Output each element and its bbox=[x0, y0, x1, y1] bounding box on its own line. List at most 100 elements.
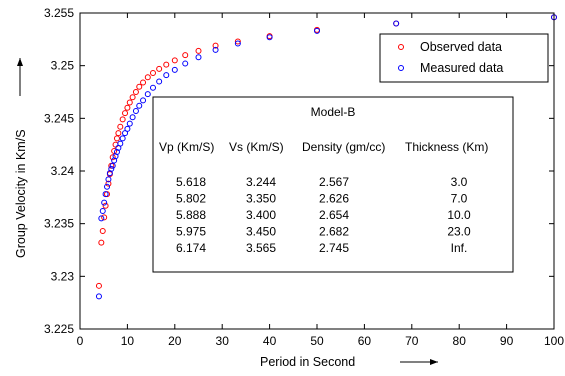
measured-data-point bbox=[149, 84, 156, 91]
observed-data-point bbox=[156, 65, 163, 72]
measured-data-point bbox=[95, 293, 102, 300]
legend-marker-observed bbox=[398, 44, 404, 50]
measured-data-point bbox=[195, 54, 202, 61]
legend-label-measured: Measured data bbox=[420, 61, 503, 75]
y-tick-label: 3.225 bbox=[44, 322, 74, 336]
measured-data-point bbox=[182, 60, 189, 67]
table-cell: 3.565 bbox=[246, 241, 276, 255]
measured-data-point bbox=[136, 102, 143, 109]
observed-data-point bbox=[115, 130, 122, 137]
observed-data-point bbox=[109, 154, 116, 161]
model-table-title: Model-B bbox=[311, 105, 356, 119]
observed-data-point bbox=[117, 123, 124, 130]
legend-label-observed: Observed data bbox=[420, 40, 502, 54]
model-table: Model-B Vp (Km/S) Vs (Km/S) Density (gm/… bbox=[152, 96, 514, 273]
x-axis-arrowhead bbox=[430, 359, 438, 365]
table-header-thickness: Thickness (Km) bbox=[405, 140, 488, 154]
x-tick-label: 30 bbox=[216, 334, 230, 348]
measured-data-point bbox=[117, 140, 124, 147]
table-header-density: Density (gm/cc) bbox=[302, 140, 385, 154]
observed-data-point bbox=[95, 282, 102, 289]
observed-data-point bbox=[102, 202, 109, 209]
measured-data-point bbox=[266, 34, 273, 41]
table-cell: Inf. bbox=[451, 241, 468, 255]
x-axis-label: Period in Second bbox=[260, 355, 355, 369]
table-cell: 3.244 bbox=[246, 175, 276, 189]
measured-data-point bbox=[212, 46, 219, 53]
y-tick-label: 3.25 bbox=[51, 59, 75, 73]
measured-data-point bbox=[99, 208, 106, 215]
x-tick-label: 100 bbox=[544, 334, 564, 348]
measured-data-point bbox=[98, 215, 105, 222]
y-tick-label: 3.245 bbox=[44, 111, 74, 125]
measured-data-point bbox=[140, 97, 147, 104]
table-cell: 3.350 bbox=[246, 192, 276, 206]
model-table-rows: 5.618 3.244 2.567 3.0 5.802 3.350 2.626 7.0 5.88… bbox=[176, 175, 471, 255]
observed-data-point bbox=[105, 180, 112, 187]
observed-data-point bbox=[111, 147, 118, 154]
table-cell: 6.174 bbox=[176, 241, 206, 255]
observed-data-point bbox=[129, 94, 136, 101]
observed-data-point bbox=[212, 42, 219, 49]
table-header-vs: Vs (Km/S) bbox=[229, 140, 284, 154]
observed-data-point bbox=[136, 83, 143, 90]
measured-data-point bbox=[119, 135, 126, 142]
measured-data-point bbox=[105, 176, 112, 183]
table-cell: 2.626 bbox=[319, 192, 349, 206]
table-cell: 5.618 bbox=[176, 175, 206, 189]
observed-data-point bbox=[99, 228, 106, 235]
x-tick-label: 90 bbox=[500, 334, 514, 348]
table-cell: 10.0 bbox=[447, 208, 471, 222]
observed-data-point bbox=[195, 47, 202, 54]
observed-data-point bbox=[113, 135, 120, 142]
table-cell: 5.802 bbox=[176, 192, 206, 206]
table-cell: 7.0 bbox=[451, 192, 468, 206]
observed-data-point bbox=[140, 79, 147, 86]
observed-data-point bbox=[101, 214, 108, 221]
measured-data-point bbox=[108, 165, 115, 172]
measured-data-point bbox=[132, 107, 139, 114]
table-cell: 3.450 bbox=[246, 225, 276, 239]
y-tick-label: 3.255 bbox=[44, 6, 74, 20]
y-tick-label: 3.24 bbox=[51, 164, 75, 178]
x-tick-label: 20 bbox=[168, 334, 182, 348]
measured-data-point bbox=[129, 114, 136, 121]
x-tick-label: 0 bbox=[77, 334, 84, 348]
table-cell: 2.682 bbox=[319, 225, 349, 239]
table-cell: 2.567 bbox=[319, 175, 349, 189]
observed-data-point bbox=[144, 74, 151, 81]
measured-data-point bbox=[104, 183, 111, 190]
x-tick-label: 80 bbox=[453, 334, 467, 348]
measured-data-point bbox=[156, 78, 163, 85]
legend-marker-measured bbox=[398, 65, 404, 71]
observed-data-point bbox=[149, 70, 156, 77]
measured-data-point bbox=[124, 125, 131, 132]
model-table-box bbox=[152, 96, 514, 273]
observed-data-point bbox=[124, 104, 131, 111]
y-axis-arrowhead bbox=[17, 58, 23, 66]
measured-data-point bbox=[234, 40, 241, 47]
table-cell: 3.0 bbox=[451, 175, 468, 189]
table-cell: 2.745 bbox=[319, 241, 349, 255]
table-cell: 5.888 bbox=[176, 208, 206, 222]
y-axis-label: Group Velocity in Km/S bbox=[14, 129, 28, 258]
x-tick-label: 50 bbox=[310, 334, 324, 348]
measured-data-point bbox=[314, 27, 320, 34]
legend: Observed data Measured data bbox=[379, 33, 549, 83]
observed-data-point bbox=[163, 61, 170, 68]
table-cell: 23.0 bbox=[447, 225, 471, 239]
y-tick-label: 3.235 bbox=[44, 217, 74, 231]
x-tick-label: 10 bbox=[121, 334, 135, 348]
observed-data-point bbox=[119, 116, 126, 123]
table-cell: 3.400 bbox=[246, 208, 276, 222]
measured-data-point bbox=[144, 91, 151, 98]
measured-data-point bbox=[171, 66, 178, 73]
measured-data-point bbox=[102, 191, 109, 198]
measured-data-point bbox=[393, 20, 400, 27]
observed-data-point bbox=[182, 52, 189, 59]
table-cell: 5.975 bbox=[176, 225, 206, 239]
legend-box bbox=[379, 33, 549, 83]
data-points bbox=[95, 14, 557, 300]
axis-ticks: 0 10 20 30 40 50 60 70 80 90 100 3.225 3.23 3.235 3.24… bbox=[44, 6, 564, 348]
